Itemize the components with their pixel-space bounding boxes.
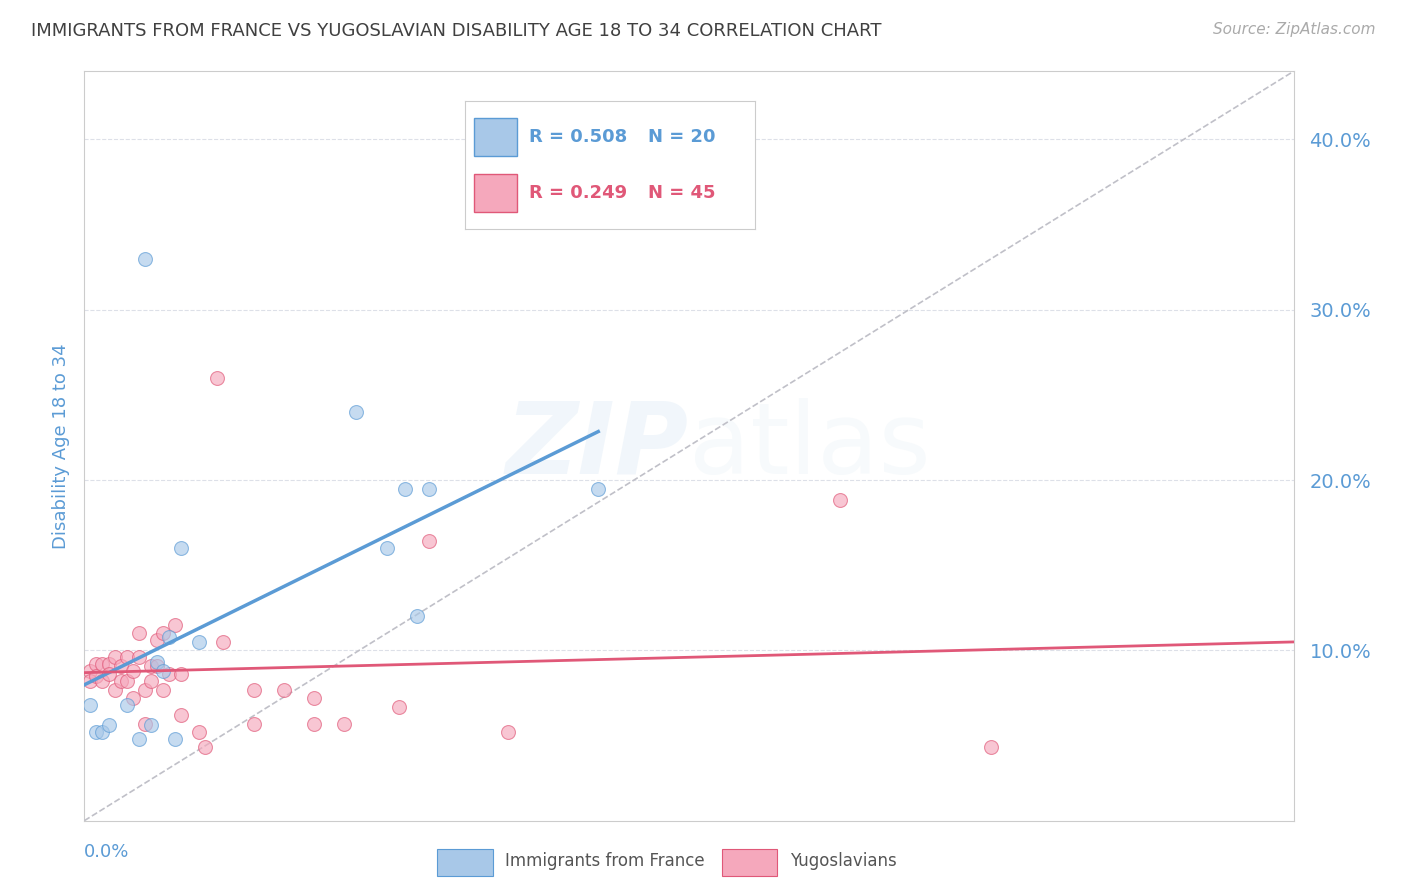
Point <box>104 682 127 697</box>
Point <box>91 673 114 688</box>
Point <box>115 650 138 665</box>
Point <box>128 731 150 746</box>
Point <box>394 482 416 496</box>
Point <box>86 725 108 739</box>
Point <box>165 617 187 632</box>
Point <box>406 609 429 624</box>
Point <box>188 725 211 739</box>
Point <box>333 716 356 731</box>
Point <box>375 541 398 556</box>
Point <box>139 658 162 673</box>
Point <box>830 493 852 508</box>
Point <box>110 658 132 673</box>
Point <box>121 664 143 678</box>
Y-axis label: Disability Age 18 to 34: Disability Age 18 to 34 <box>52 343 70 549</box>
Text: Yugoslavians: Yugoslavians <box>790 852 897 871</box>
Point <box>302 716 325 731</box>
Point <box>79 698 101 712</box>
Point <box>388 699 411 714</box>
Point <box>418 534 440 549</box>
FancyBboxPatch shape <box>721 849 778 876</box>
Point <box>110 673 132 688</box>
Point <box>188 635 211 649</box>
Point <box>170 667 193 681</box>
Point <box>146 655 169 669</box>
Point <box>273 682 295 697</box>
Point <box>86 657 108 671</box>
Point <box>242 682 264 697</box>
Point <box>128 626 150 640</box>
Point <box>207 371 229 385</box>
Point <box>91 657 114 671</box>
Point <box>212 635 235 649</box>
Text: 0.0%: 0.0% <box>84 843 129 861</box>
Point <box>152 626 174 640</box>
Point <box>134 682 156 697</box>
Point <box>588 482 610 496</box>
Point <box>86 669 108 683</box>
Point <box>242 716 264 731</box>
Point <box>302 691 325 706</box>
Point <box>134 716 156 731</box>
Point <box>165 731 187 746</box>
Point <box>146 633 169 648</box>
Point <box>134 252 156 266</box>
Text: ZIP: ZIP <box>506 398 689 494</box>
Text: Immigrants from France: Immigrants from France <box>505 852 704 871</box>
Point <box>980 740 1002 755</box>
Point <box>194 740 217 755</box>
Point <box>115 673 138 688</box>
Text: IMMIGRANTS FROM FRANCE VS YUGOSLAVIAN DISABILITY AGE 18 TO 34 CORRELATION CHART: IMMIGRANTS FROM FRANCE VS YUGOSLAVIAN DI… <box>31 22 882 40</box>
Point <box>152 664 174 678</box>
Point <box>157 630 180 644</box>
Point <box>170 541 193 556</box>
Point <box>91 725 114 739</box>
Point <box>346 405 368 419</box>
Point <box>79 673 101 688</box>
FancyBboxPatch shape <box>437 849 492 876</box>
Text: atlas: atlas <box>689 398 931 494</box>
Point <box>139 673 162 688</box>
Point <box>121 691 143 706</box>
Text: Source: ZipAtlas.com: Source: ZipAtlas.com <box>1212 22 1375 37</box>
Point <box>79 664 101 678</box>
Point <box>418 482 440 496</box>
Point <box>152 682 174 697</box>
Point <box>170 708 193 723</box>
Point <box>139 718 162 732</box>
Point <box>146 658 169 673</box>
Point <box>128 650 150 665</box>
Point <box>157 667 180 681</box>
Point <box>97 718 120 732</box>
Point <box>104 650 127 665</box>
Point <box>496 725 519 739</box>
Point <box>97 667 120 681</box>
Point <box>97 657 120 671</box>
Point <box>115 698 138 712</box>
